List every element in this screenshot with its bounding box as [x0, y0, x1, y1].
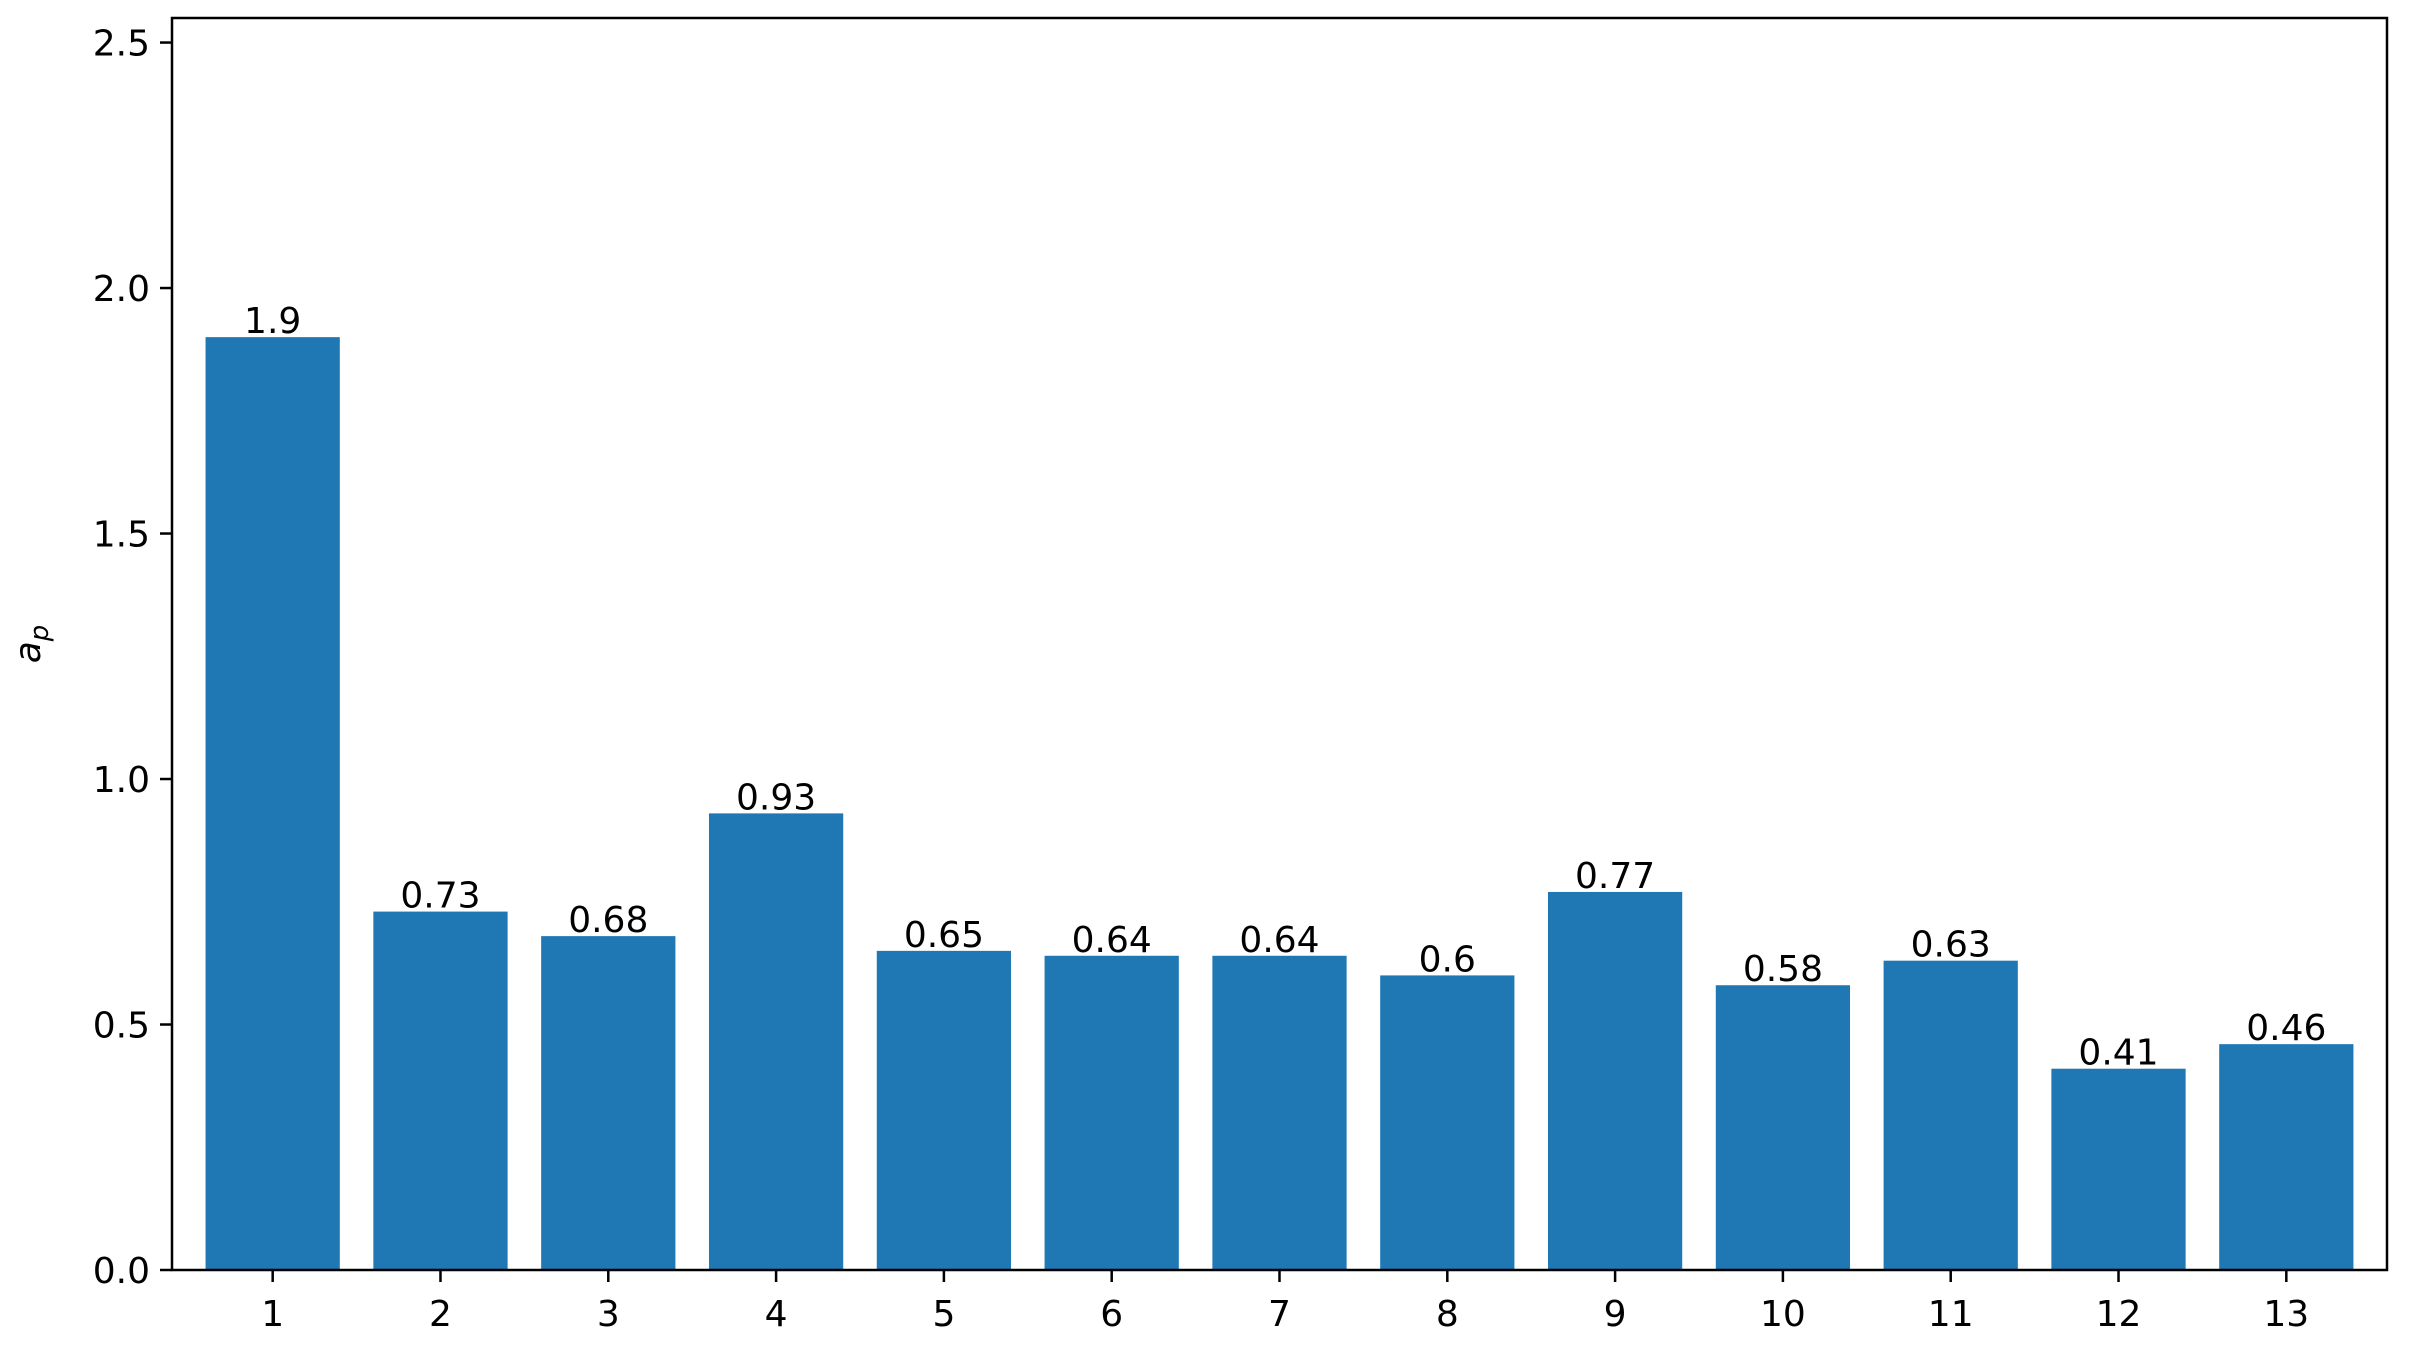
- x-tick-label: 9: [1604, 1294, 1627, 1335]
- bar-value-label-2: 0.73: [400, 876, 480, 917]
- bar-value-label-10: 0.58: [1743, 949, 1823, 990]
- y-tick-label: 1.0: [93, 760, 150, 801]
- y-tick-label: 0.0: [93, 1251, 150, 1292]
- x-tick-label: 4: [765, 1294, 788, 1335]
- bar-value-label-11: 0.63: [1911, 925, 1991, 966]
- bar-value-label-5: 0.65: [904, 915, 984, 956]
- bar-1: [205, 337, 340, 1270]
- x-axis-ticks: 1 2 3 4 5 6 7 8 9 10 11 12 13: [261, 1270, 2309, 1335]
- y-tick-label: 1.5: [93, 515, 150, 556]
- bar-value-labels: 1.9 0.73 0.68 0.93 0.65 0.64 0.64 0.6 0.77 0.58 0.…: [244, 301, 2326, 1074]
- y-tick-label: 2.5: [93, 24, 150, 65]
- bar-8: [1380, 975, 1515, 1270]
- bar-2: [373, 911, 508, 1270]
- y-axis-title-main: a: [8, 641, 49, 663]
- x-tick-label: 10: [1760, 1294, 1806, 1335]
- bar-value-label-9: 0.77: [1575, 856, 1655, 897]
- bar-value-label-6: 0.64: [1072, 920, 1152, 961]
- x-tick-label: 7: [1268, 1294, 1291, 1335]
- bar-12: [2051, 1068, 2186, 1270]
- bar-4: [708, 813, 844, 1270]
- y-tick-label: 2.0: [93, 269, 150, 310]
- x-tick-label: 8: [1436, 1294, 1459, 1335]
- bar-11: [1883, 960, 2018, 1270]
- bar-5: [876, 950, 1012, 1270]
- y-axis-title-subscript: p: [25, 625, 55, 643]
- bar-13: [2219, 1044, 2354, 1270]
- bar-value-label-1: 1.9: [244, 301, 301, 342]
- bar-value-label-7: 0.64: [1239, 920, 1319, 961]
- bar-3: [541, 936, 676, 1270]
- x-tick-label: 11: [1928, 1294, 1974, 1335]
- x-tick-label: 13: [2263, 1294, 2309, 1335]
- bar-value-label-12: 0.41: [2078, 1033, 2158, 1074]
- x-tick-label: 2: [429, 1294, 452, 1335]
- y-tick-label: 0.5: [93, 1006, 150, 1047]
- bar-6: [1044, 955, 1179, 1270]
- bars-layer: [205, 337, 2354, 1270]
- x-tick-label: 1: [261, 1294, 284, 1335]
- x-tick-label: 12: [2096, 1294, 2142, 1335]
- y-axis-title: ap: [8, 625, 55, 664]
- bar-value-label-13: 0.46: [2246, 1008, 2326, 1049]
- bar-value-label-8: 0.6: [1419, 939, 1476, 980]
- bar-9: [1547, 891, 1683, 1270]
- x-tick-label: 6: [1100, 1294, 1123, 1335]
- bar-value-label-4: 0.93: [736, 777, 816, 818]
- x-tick-label: 3: [597, 1294, 620, 1335]
- bar-10: [1715, 985, 1851, 1270]
- y-axis-ticks: 0.0 0.5 1.0 1.5 2.0 2.5: [93, 24, 172, 1292]
- bar-7: [1212, 955, 1347, 1270]
- x-tick-label: 5: [932, 1294, 955, 1335]
- bar-value-label-3: 0.68: [568, 900, 648, 941]
